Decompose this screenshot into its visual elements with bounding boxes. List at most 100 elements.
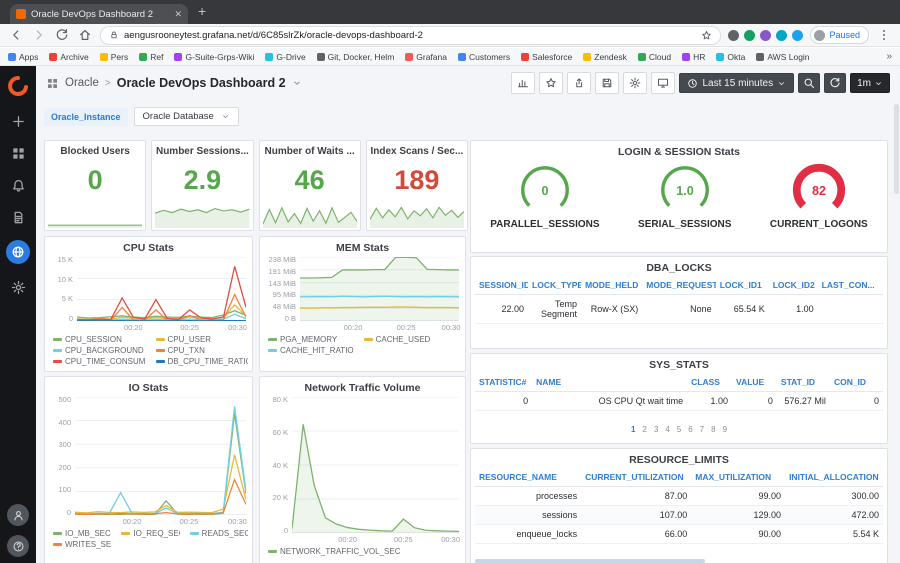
vertical-scrollbar[interactable] — [894, 104, 899, 559]
bookmark-item[interactable]: Customers — [458, 52, 510, 62]
chart-plot-area[interactable] — [75, 397, 246, 515]
browser-tab-active[interactable]: Oracle DevOps Dashboard 2 ✕ — [10, 4, 188, 24]
extension-icon[interactable] — [728, 29, 740, 41]
column-header[interactable]: STAT_ID — [776, 373, 830, 392]
panel-title[interactable]: DBA_LOCKS — [646, 262, 712, 274]
legend-item[interactable]: CPU_TIME_CONSUMED — [53, 357, 146, 366]
page-number[interactable]: 3 — [653, 425, 659, 434]
column-header[interactable]: STATISTIC# — [475, 373, 533, 392]
column-header[interactable]: NAME — [532, 373, 688, 392]
star-button[interactable] — [539, 72, 564, 94]
column-header[interactable]: RESOURCE_NAME — [475, 468, 582, 487]
panel-title[interactable]: LOGIN & SESSION Stats — [618, 146, 740, 158]
legend-item[interactable]: CACHE_HIT_RATIO — [268, 346, 354, 355]
bookmark-item[interactable]: Ref — [139, 52, 163, 62]
bookmark-star-icon[interactable] — [701, 30, 712, 41]
chart-plot-area[interactable] — [300, 257, 459, 321]
create-icon[interactable] — [9, 112, 27, 130]
column-header[interactable]: VALUE — [732, 373, 777, 392]
legend-item[interactable]: IO_REQ_SEC — [121, 529, 180, 538]
column-header[interactable]: LOCK_ID2 — [768, 276, 818, 295]
settings-button[interactable] — [623, 72, 648, 94]
browser-menu-icon[interactable] — [876, 27, 892, 43]
panel-title[interactable]: RESOURCE_LIMITS — [629, 454, 729, 466]
bookmark-item[interactable]: HR — [682, 52, 705, 62]
help-icon[interactable] — [7, 535, 29, 557]
bookmark-item[interactable]: AWS Login — [756, 52, 810, 62]
legend-item[interactable]: DB_CPU_TIME_RATIO — [155, 357, 248, 366]
column-header[interactable]: MODE_REQUESTED — [642, 276, 716, 295]
panel-title[interactable]: Index Scans / Sec... — [370, 146, 464, 157]
page-number[interactable]: 9 — [722, 425, 728, 434]
dashboards-icon[interactable] — [9, 144, 27, 162]
column-header[interactable]: CLASS — [687, 373, 733, 392]
alerting-icon[interactable] — [9, 176, 27, 194]
bookmark-item[interactable]: Cloud — [637, 52, 671, 62]
add-panel-button[interactable] — [511, 72, 536, 94]
user-avatar-icon[interactable] — [7, 504, 29, 526]
world-icon[interactable] — [6, 240, 30, 264]
bookmark-item[interactable]: Apps — [8, 52, 38, 62]
panel-title[interactable]: MEM Stats — [335, 242, 390, 254]
column-header[interactable]: MAX_UTILIZATION — [691, 468, 786, 487]
panel-title[interactable]: Number Sessions... — [155, 146, 249, 157]
legend-item[interactable]: CPU_TXN — [155, 346, 249, 355]
zoom-out-button[interactable] — [798, 73, 821, 93]
extension-icon[interactable] — [792, 29, 804, 41]
bookmark-item[interactable]: Git, Docker, Helm — [316, 52, 394, 62]
refresh-interval-picker[interactable]: 1m — [850, 73, 890, 93]
legend-item[interactable]: CACHE_USED — [363, 335, 430, 344]
tv-mode-button[interactable] — [651, 72, 676, 94]
refresh-button[interactable] — [824, 73, 847, 93]
bookmark-item[interactable]: Archive — [49, 52, 89, 62]
bookmark-item[interactable]: Salesforce — [521, 52, 572, 62]
profile-paused-badge[interactable]: Paused — [810, 26, 869, 44]
column-header[interactable]: INITIAL_ALLOCATION — [785, 468, 883, 487]
page-number[interactable]: 7 — [699, 425, 705, 434]
home-icon[interactable] — [77, 27, 93, 43]
extension-icon[interactable] — [744, 29, 756, 41]
reload-icon[interactable] — [54, 27, 70, 43]
horizontal-scrollbar[interactable] — [475, 559, 705, 563]
bookmark-item[interactable]: Okta — [716, 52, 745, 62]
column-header[interactable]: SESSION_ID — [475, 276, 529, 295]
column-header[interactable]: LOCK_TYPE — [528, 276, 582, 295]
legend-item[interactable]: CPU_BACKGROUND — [53, 346, 146, 355]
page-number[interactable]: 4 — [665, 425, 670, 434]
variable-label[interactable]: Oracle_Instance — [44, 107, 128, 126]
time-range-picker[interactable]: Last 15 minutes — [679, 73, 795, 93]
panel-title[interactable]: IO Stats — [128, 382, 169, 394]
page-number[interactable]: 6 — [688, 425, 693, 434]
settings-icon[interactable] — [9, 278, 27, 296]
legend-item[interactable]: PGA_MEMORY — [268, 335, 354, 344]
panel-title[interactable]: SYS_STATS — [649, 359, 709, 371]
panel-title[interactable]: CPU Stats — [123, 242, 174, 254]
legend-item[interactable]: NETWORK_TRAFFIC_VOL_SEC — [268, 547, 400, 556]
page-number[interactable]: 1 — [630, 425, 636, 434]
url-bar[interactable]: aengusrooneytest.grafana.net/d/6C85slrZk… — [100, 25, 722, 45]
bookmarks-overflow-icon[interactable]: » — [886, 51, 892, 62]
page-number[interactable]: 8 — [711, 425, 716, 434]
panel-title[interactable]: Network Traffic Volume — [304, 382, 421, 394]
column-header[interactable]: MODE_HELD — [581, 276, 643, 295]
panel-title[interactable]: Blocked Users — [60, 146, 130, 157]
variable-dropdown[interactable]: Oracle Database — [133, 107, 239, 126]
column-header[interactable]: CURRENT_UTILIZATION — [581, 468, 692, 487]
page-number[interactable]: 2 — [642, 425, 647, 434]
bookmark-item[interactable]: Grafana — [405, 52, 447, 62]
dashboard-title[interactable]: Oracle DevOps Dashboard 2 — [116, 76, 286, 90]
legend-item[interactable]: WRITES_SEC — [53, 540, 111, 549]
title-caret-icon[interactable] — [292, 78, 302, 88]
bookmark-item[interactable]: Pers — [99, 52, 128, 62]
chart-plot-area[interactable] — [77, 257, 246, 321]
grafana-logo-icon[interactable] — [6, 74, 30, 98]
column-header[interactable]: CON_ID — [829, 373, 883, 392]
save-button[interactable] — [595, 72, 620, 94]
legend-item[interactable]: CPU_SESSION — [53, 335, 146, 344]
share-button[interactable] — [567, 72, 592, 94]
bookmark-item[interactable]: G-Suite-Grps-Wiki — [174, 52, 254, 62]
panel-title[interactable]: Number of Waits ... — [264, 146, 355, 157]
forward-icon[interactable] — [31, 27, 47, 43]
chart-plot-area[interactable] — [292, 397, 459, 533]
extension-icon[interactable] — [760, 29, 772, 41]
